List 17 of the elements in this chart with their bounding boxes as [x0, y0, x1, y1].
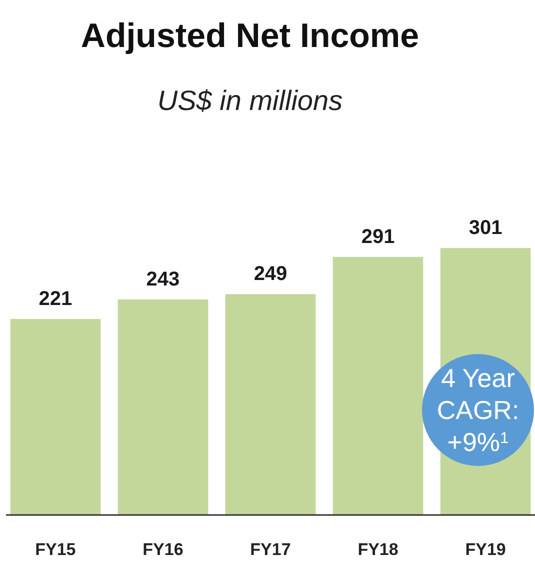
bar: [225, 294, 316, 515]
bar: [10, 318, 101, 515]
chart-title: Adjusted Net Income: [80, 17, 420, 55]
x-tick-label: FY17: [250, 540, 291, 559]
x-tick-label: FY16: [142, 540, 184, 559]
data-label: 243: [146, 268, 180, 290]
x-tick-label: FY19: [465, 540, 506, 559]
data-label: 301: [468, 217, 502, 239]
annotation: 4 Year CAGR: +9%$^{1}$: [436, 363, 520, 457]
x-tick-label: FY18: [358, 540, 398, 559]
bar: [332, 256, 424, 515]
data-label: 291: [361, 226, 395, 248]
data-label: 221: [38, 288, 72, 310]
data-label: 249: [254, 263, 288, 286]
bar: [118, 299, 208, 515]
x-tick-label: FY15: [35, 540, 76, 559]
chart-subtitle: US$ in millions: [157, 85, 343, 116]
